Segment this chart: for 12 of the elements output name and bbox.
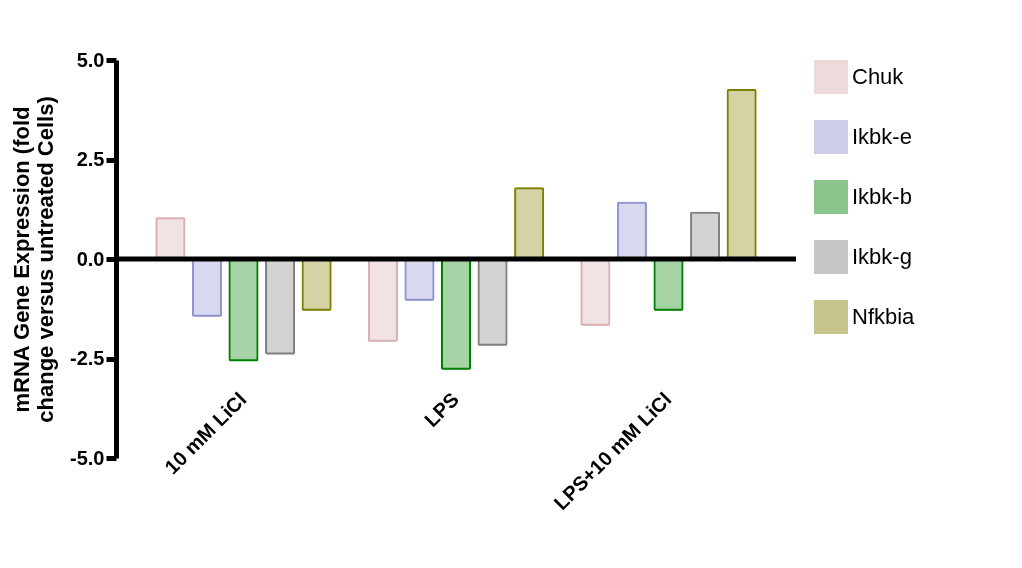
legend-label: Ikbk-e	[852, 124, 912, 149]
y-tick-label: -5.0	[70, 446, 105, 469]
y-tick-label: 5.0	[76, 48, 105, 71]
y-tick-label: 0.0	[76, 247, 105, 270]
legend-label: Nfkbia	[852, 304, 916, 329]
legend-label: Ikbk-g	[852, 244, 912, 269]
legend-label: Chuk	[852, 64, 905, 89]
y-axis-title: mRNA Gene Expression (fold change versus untreated Cells)	[9, 96, 59, 423]
x-tick-label: LPS	[420, 388, 464, 432]
legend-label: Ikbk-b	[852, 184, 912, 209]
y-tick-label: 2.5	[76, 148, 105, 170]
y-tick-label: -2.5	[70, 347, 105, 369]
